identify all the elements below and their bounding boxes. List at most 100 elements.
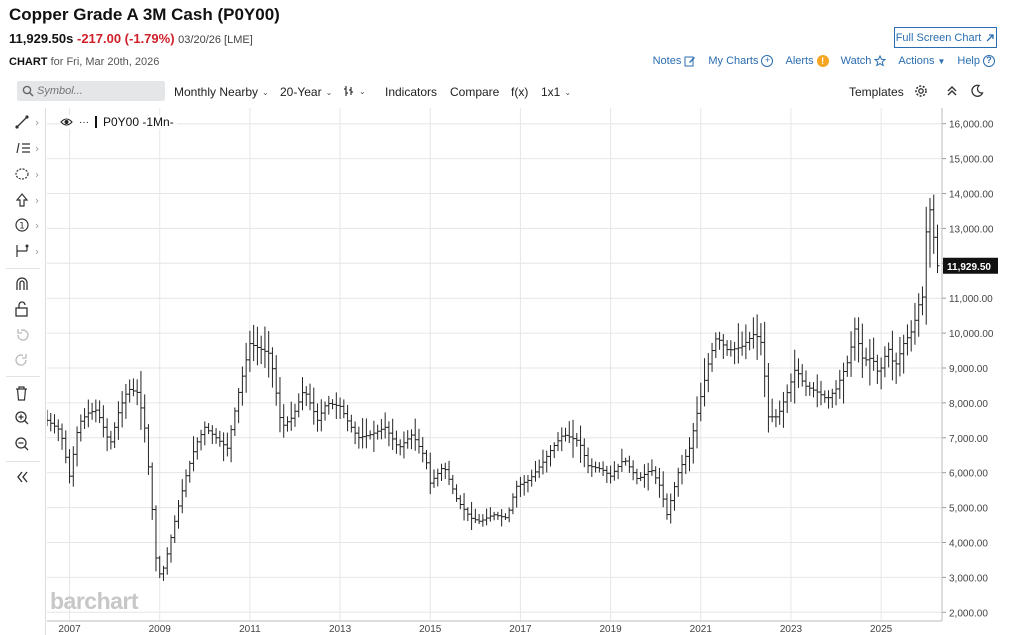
barchart-logo: barchart (50, 588, 139, 614)
zoom-out-button[interactable] (14, 434, 40, 454)
chevron-down-icon: ⌄ (359, 86, 366, 96)
unlock-icon (15, 301, 28, 317)
redo-button[interactable] (14, 350, 40, 370)
y-tick-label: 4,000.00 (949, 538, 988, 549)
trendline-tool[interactable] (14, 112, 40, 132)
x-tick-label: 2011 (239, 624, 261, 635)
my-charts-label: My Charts (708, 55, 759, 67)
y-tick-label: 16,000.00 (949, 120, 994, 131)
x-tick-label: 2007 (58, 624, 81, 635)
y-tick-label: 8,000.00 (949, 399, 988, 410)
y-tick-label: 10,000.00 (949, 329, 994, 340)
chevron-down-icon: ⌄ (325, 87, 333, 97)
help-label: Help (957, 55, 980, 67)
search-icon (22, 85, 34, 97)
layout-label: 1x1 (541, 85, 561, 99)
y-tick-label: 14,000.00 (949, 190, 994, 201)
measure-icon (16, 244, 39, 257)
quote-date: 03/20/26 [LME] (178, 34, 253, 46)
chevron-down-icon: ⌄ (262, 87, 269, 97)
arrow-tool[interactable] (14, 190, 40, 210)
fx-button[interactable]: f(x) (511, 85, 528, 99)
undo-button[interactable] (14, 325, 40, 345)
collapse-toolbar-button[interactable] (14, 467, 40, 487)
dark-mode-toggle[interactable] (970, 84, 984, 98)
price-change: -217.00 (-1.79%) (76, 31, 175, 46)
help-circle-icon: ? (983, 55, 995, 67)
alerts-label: Alerts (785, 55, 814, 67)
ellipse-icon (15, 168, 39, 180)
x-tick-label: 2017 (509, 624, 532, 635)
fibonacci-tool[interactable] (14, 138, 40, 158)
y-tick-label: 13,000.00 (949, 224, 994, 235)
magnet-tool[interactable] (14, 274, 40, 294)
alert-icon: ! (816, 55, 829, 67)
layout-dropdown[interactable]: 1x1 ⌄ (541, 85, 571, 99)
zoom-in-icon (15, 411, 29, 425)
bar-type-dropdown[interactable]: ⌄ (343, 85, 366, 97)
watch-link[interactable]: Watch (841, 55, 887, 67)
chart-for-line: CHART for Fri, Mar 20th, 2026 (9, 56, 159, 68)
eye-icon[interactable] (60, 117, 73, 127)
lock-tool[interactable] (14, 299, 40, 319)
svg-text:1: 1 (19, 222, 25, 232)
compare-button[interactable]: Compare (450, 85, 499, 99)
y-tick-label: 11,000.00 (949, 294, 993, 305)
help-link[interactable]: Help ? (957, 55, 995, 67)
shape-tool[interactable] (14, 164, 40, 184)
indicators-label: Indicators (385, 85, 438, 99)
templates-button[interactable]: Templates (849, 85, 904, 99)
annotation-tool[interactable]: 1 (14, 215, 40, 235)
delete-drawings-button[interactable] (14, 383, 40, 403)
zoom-in-button[interactable] (14, 408, 40, 428)
alerts-link[interactable]: Alerts ! (785, 55, 829, 67)
double-chevron-up-icon (947, 86, 957, 96)
settings-button[interactable] (914, 84, 928, 98)
symbol-input[interactable] (17, 81, 165, 101)
series-color-swatch (95, 116, 97, 128)
trendline-icon (15, 115, 39, 129)
period-dropdown[interactable]: Monthly Nearby ⌄ (174, 85, 269, 99)
last-price: 11,929.50s (9, 31, 74, 46)
gear-icon (915, 85, 927, 97)
caret-down-icon: ▼ (937, 56, 946, 66)
y-tick-label: 3,000.00 (949, 573, 988, 584)
price-chart[interactable]: 16,000.0015,000.0014,000.0013,000.0012,0… (47, 108, 1011, 635)
compare-label: Compare (450, 85, 500, 99)
y-tick-label: 2,000.00 (949, 608, 988, 619)
y-tick-label: 7,000.00 (949, 434, 988, 445)
notes-label: Notes (652, 55, 682, 67)
templates-label: Templates (849, 85, 904, 99)
moon-icon (971, 84, 984, 97)
chart-for-bold: CHART (9, 56, 48, 68)
my-charts-link[interactable]: My Charts + (708, 55, 774, 67)
star-icon (874, 55, 887, 67)
action-links: Notes My Charts + Alerts ! Watch Actions… (653, 55, 995, 67)
watch-label: Watch (840, 55, 872, 67)
more-options-icon[interactable]: ··· (79, 116, 89, 128)
full-screen-chart-label: Full Screen Chart (895, 31, 982, 44)
chevron-down-icon: ⌄ (564, 87, 572, 97)
fx-label: f(x) (511, 85, 529, 99)
y-tick-label: 15,000.00 (949, 155, 994, 166)
redo-icon (15, 354, 27, 366)
notes-link[interactable]: Notes (653, 55, 697, 67)
ohlc-bars-icon (344, 86, 353, 96)
x-tick-label: 2023 (780, 624, 803, 635)
y-tick-label: 9,000.00 (949, 364, 988, 375)
collapse-header-button[interactable] (946, 84, 958, 98)
x-tick-label: 2015 (419, 624, 442, 635)
x-tick-label: 2009 (149, 624, 172, 635)
actions-menu[interactable]: Actions ▼ (898, 55, 945, 67)
series-name: P0Y00 -1Mn- (103, 115, 174, 129)
tool-divider (6, 376, 40, 377)
range-dropdown[interactable]: 20-Year ⌄ (280, 85, 332, 99)
full-screen-chart-button[interactable]: Full Screen Chart (894, 27, 997, 48)
series-legend: ··· P0Y00 -1Mn- (60, 115, 177, 129)
x-tick-label: 2025 (870, 624, 893, 635)
indicators-button[interactable]: Indicators (385, 85, 437, 99)
edit-icon (684, 56, 696, 67)
measure-tool[interactable] (14, 241, 40, 261)
x-tick-label: 2021 (690, 624, 713, 635)
y-tick-label: 6,000.00 (949, 469, 988, 480)
